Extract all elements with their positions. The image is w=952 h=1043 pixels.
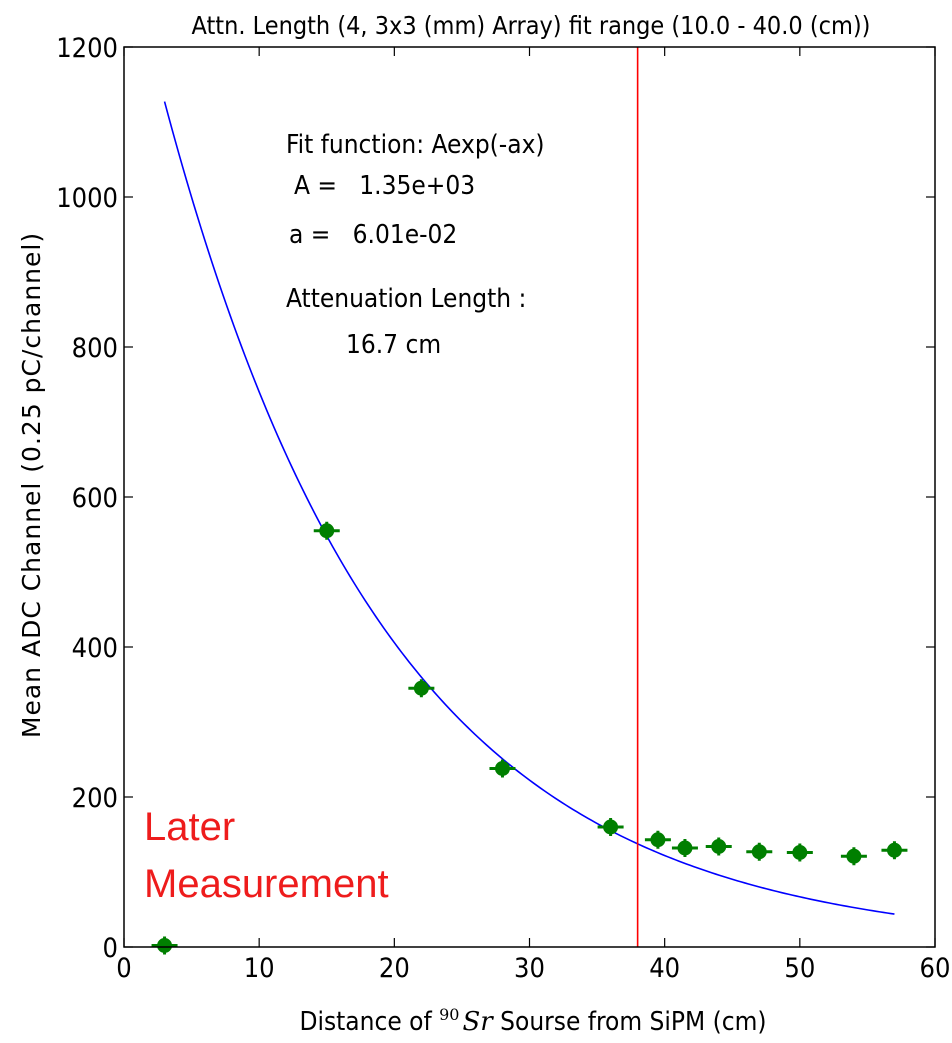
fit-curve — [163, 101, 895, 915]
x-axis-label-suffix: Sourse from SiPM (cm) — [493, 1007, 767, 1037]
x-tick-label: 10 — [244, 953, 275, 984]
plot-frame — [123, 46, 936, 948]
data-point — [650, 832, 666, 848]
data-point — [677, 840, 693, 856]
y-tick-label: 1000 — [56, 183, 118, 214]
x-tick-label: 20 — [379, 953, 410, 984]
y-tick-label: 200 — [72, 783, 118, 814]
x-tick-label: 50 — [784, 953, 815, 984]
x-axis-label-isotope: Sr — [462, 1007, 494, 1037]
attenuation-length-label: Attenuation Length : — [286, 284, 526, 314]
data-point — [157, 938, 173, 953]
y-tick-label: 400 — [72, 633, 118, 664]
data-point — [319, 523, 335, 539]
data-point — [846, 848, 862, 864]
data-point — [494, 761, 510, 776]
fit-annotation: Fit function: Aexp(-ax) A = 1.35e+03 a =… — [286, 130, 545, 360]
data-point — [751, 844, 767, 860]
fit-function-text: Fit function: Aexp(-ax) — [286, 130, 545, 160]
y-tick-label: 800 — [72, 333, 118, 364]
data-point — [711, 839, 727, 854]
y-tick-label: 0 — [103, 933, 118, 964]
y-axis-label: Mean ADC Channel (0.25 pC/channel) — [17, 232, 46, 738]
x-axis-label: Distance of 90 Sr Sourse from SiPM (cm) — [299, 1005, 766, 1037]
x-tick-label: 30 — [514, 953, 545, 984]
data-point — [603, 819, 619, 835]
attenuation-length-value: 16.7 cm — [346, 330, 441, 360]
fit-param-A-text: A = 1.35e+03 — [294, 171, 475, 201]
fit-param-a-text: a = 6.01e-02 — [289, 220, 457, 250]
x-axis-label-isotope-mass: 90 — [439, 1005, 459, 1024]
y-tick-label: 600 — [72, 483, 118, 514]
data-point — [413, 680, 429, 696]
data-point — [886, 842, 902, 858]
chart-title: Attn. Length (4, 3x3 (mm) Array) fit ran… — [192, 11, 871, 40]
later-measurement-line1: Later — [144, 805, 235, 849]
later-measurement-line2: Measurement — [144, 862, 389, 906]
y-tick-label: 1200 — [56, 33, 118, 64]
later-measurement-note: Later Measurement — [144, 805, 389, 906]
x-tick-label: 40 — [649, 953, 680, 984]
x-tick-label: 0 — [116, 953, 131, 984]
data-point — [792, 845, 808, 860]
x-axis-label-prefix: Distance of — [299, 1007, 439, 1037]
x-tick-label: 60 — [920, 953, 951, 984]
